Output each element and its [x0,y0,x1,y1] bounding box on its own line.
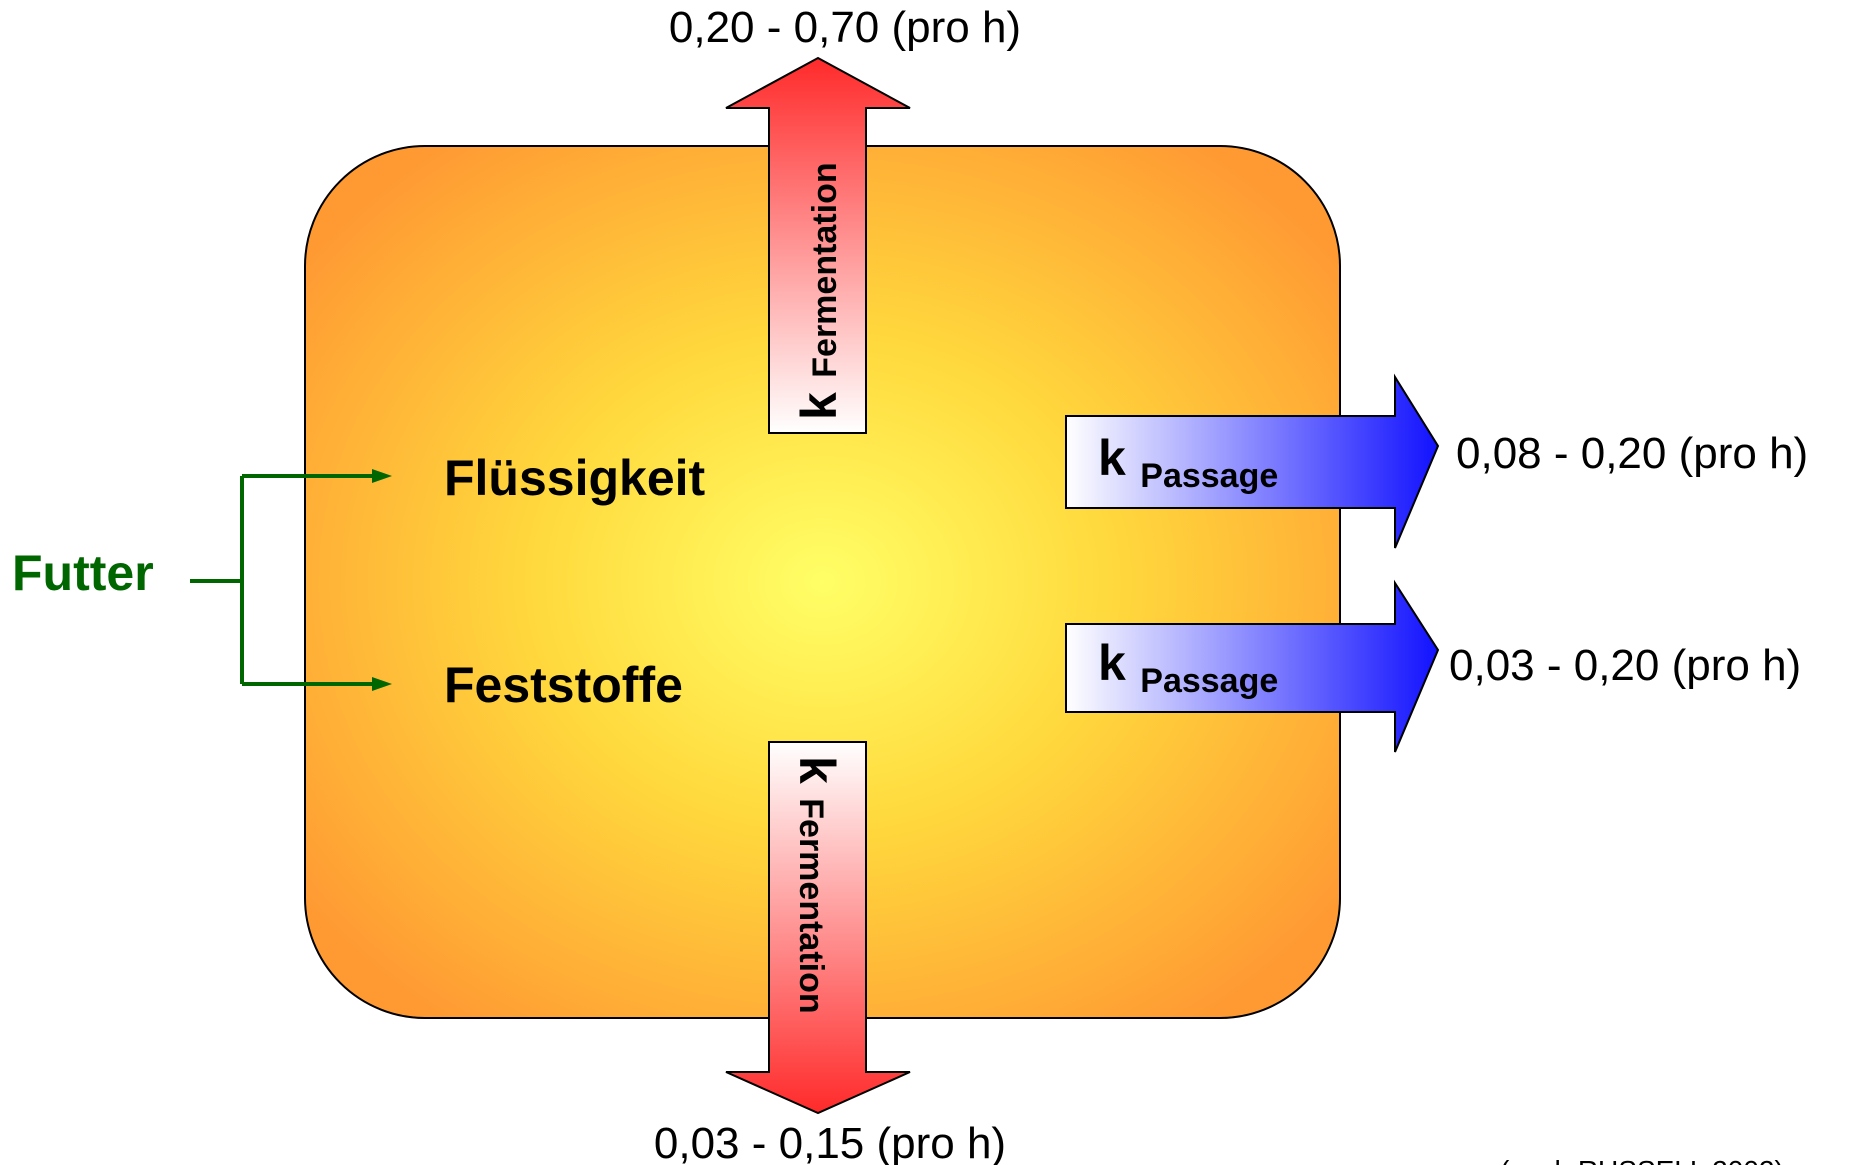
passage-subscript: Passage [1140,457,1278,495]
rate-passage-liquid: 0,08 - 0,20 (pro h) [1456,429,1808,478]
k-symbol: k [791,392,847,420]
fermentation-subscript: Fermentation [792,798,830,1013]
fermentation-arrow-up [725,56,911,434]
passage-arrow-liquid [1065,373,1440,549]
rate-passage-solids: 0,03 - 0,20 (pro h) [1449,641,1801,690]
k-symbol: k [1098,635,1126,691]
k-symbol: k [789,756,845,784]
passage-arrow-solids [1065,579,1440,753]
feed-arrowhead-liquid [372,469,392,483]
feed-connector [190,474,378,686]
svg-text:k Fermentation: k Fermentation [789,756,845,1014]
fermentation-label-bottom: k Fermentation [789,756,845,1014]
feed-arrowhead-solids [372,677,392,691]
fermentation-subscript: Fermentation [806,162,844,377]
liquid-compartment-label: Flüssigkeit [444,450,706,506]
solids-compartment-label: Feststoffe [444,657,683,713]
source-note: (nach RUSSELL 2002) [1500,1155,1784,1165]
passage-subscript: Passage [1140,662,1278,700]
fermentation-arrow-down [725,741,911,1115]
rate-fermentation-top: 0,20 - 0,70 (pro h) [669,3,1021,52]
k-symbol: k [1098,430,1126,486]
passage-label-liquid: k Passage [1098,430,1278,495]
passage-label-solids: k Passage [1098,635,1278,700]
fermentation-label-top: k Fermentation [791,162,847,420]
svg-text:k Fermentation: k Fermentation [791,162,847,420]
feed-label: Futter [12,545,154,601]
rate-fermentation-bottom: 0,03 - 0,15 (pro h) [654,1119,1006,1165]
